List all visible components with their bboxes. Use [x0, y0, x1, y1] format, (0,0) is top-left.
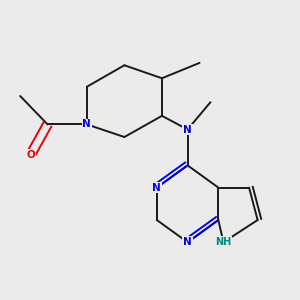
Text: N: N [82, 119, 91, 129]
Text: O: O [26, 150, 35, 160]
Text: N: N [183, 237, 192, 247]
Text: N: N [152, 183, 161, 193]
Text: N: N [183, 124, 192, 134]
Text: NH: NH [215, 237, 232, 247]
